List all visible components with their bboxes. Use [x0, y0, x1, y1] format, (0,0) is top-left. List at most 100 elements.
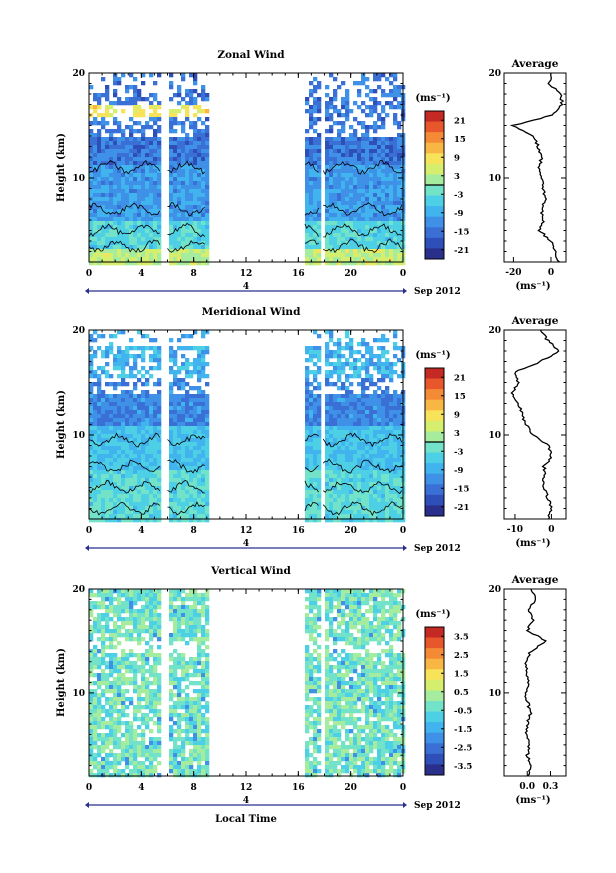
heatmap-cell	[345, 386, 350, 391]
heatmap-cell	[309, 370, 314, 375]
heatmap-cell	[393, 390, 398, 395]
heatmap-cell	[369, 253, 374, 258]
heatmap-cell	[393, 434, 398, 439]
heatmap-cell	[149, 225, 154, 230]
heatmap-cell	[173, 422, 178, 427]
heatmap-cell	[149, 93, 154, 98]
heatmap-cell	[113, 101, 118, 106]
heatmap-cell	[193, 177, 198, 182]
colorbar-band	[425, 410, 444, 422]
heatmap-cell	[157, 221, 162, 226]
heatmap-cell	[393, 213, 398, 218]
heatmap-cell	[105, 701, 110, 706]
heatmap-cell	[357, 185, 362, 190]
heatmap-cell	[193, 97, 198, 102]
heatmap-cell	[309, 506, 314, 511]
heatmap-cell	[113, 362, 118, 367]
heatmap-cell	[337, 442, 342, 447]
heatmap-cell	[185, 261, 190, 266]
heatmap-cell	[129, 125, 134, 130]
heatmap-cell	[101, 462, 106, 467]
heatmap-cell	[305, 430, 310, 435]
heatmap-cell	[121, 741, 126, 746]
heatmap-cell	[157, 249, 162, 254]
heatmap-cell	[305, 374, 310, 379]
heatmap-cell	[193, 418, 198, 423]
heatmap-cell	[105, 426, 110, 431]
heatmap-cell	[309, 213, 314, 218]
heatmap-cell	[361, 233, 366, 238]
heatmap-cell	[357, 221, 362, 226]
heatmap-cell	[337, 518, 342, 523]
heatmap-cell	[345, 113, 350, 118]
heatmap-cell	[357, 490, 362, 495]
contour-line	[88, 501, 160, 516]
heatmap-cell	[93, 486, 98, 491]
heatmap-cell	[309, 221, 314, 226]
heatmap-cell	[197, 185, 202, 190]
heatmap-cell	[389, 418, 394, 423]
heatmap-cell	[185, 518, 190, 523]
heatmap-cell	[341, 478, 346, 483]
heatmap-cell	[193, 89, 198, 94]
heatmap-cell	[129, 629, 134, 634]
heatmap-cell	[129, 609, 134, 614]
heatmap-cell	[101, 466, 106, 471]
heatmap-cell	[377, 358, 382, 363]
heatmap-cell	[201, 330, 206, 335]
heatmap-cell	[337, 109, 342, 114]
heatmap-cell	[125, 757, 130, 762]
heatmap-cell	[313, 189, 318, 194]
heatmap-cell	[109, 414, 114, 419]
heatmap-cell	[193, 145, 198, 150]
contour-line	[88, 202, 161, 216]
heatmap-cell	[97, 490, 102, 495]
heatmap-cell	[157, 261, 162, 266]
heatmap-cell	[121, 466, 126, 471]
heatmap-cell	[181, 430, 186, 435]
heatmap-cell	[197, 390, 202, 395]
heatmap-cell	[129, 486, 134, 491]
heatmap-cell	[173, 442, 178, 447]
heatmap-cell	[121, 442, 126, 447]
heatmap-cell	[361, 73, 366, 78]
heatmap-cell	[129, 442, 134, 447]
heatmap-cell	[357, 442, 362, 447]
heatmap-cell	[193, 466, 198, 471]
heatmap-cell	[305, 474, 310, 479]
heatmap-cell	[373, 402, 378, 407]
heatmap-cell	[177, 518, 182, 523]
heatmap-cell	[89, 362, 94, 367]
heatmap-cell	[397, 233, 402, 238]
heatmap-cell	[113, 229, 118, 234]
heatmap-cell	[181, 434, 186, 439]
heatmap-cell	[309, 354, 314, 359]
heatmap-cell	[89, 661, 94, 666]
heatmap-cell	[333, 394, 338, 399]
heatmap-cell	[325, 350, 330, 355]
heatmap-cell	[129, 153, 134, 158]
heatmap-cell	[89, 510, 94, 515]
heatmap-cell	[309, 157, 314, 162]
heatmap-cell	[153, 169, 158, 174]
heatmap-cell	[177, 414, 182, 419]
heatmap-cell	[109, 713, 114, 718]
heatmap-cell	[341, 121, 346, 126]
colorbar-band	[425, 195, 444, 207]
heatmap-cell	[137, 426, 142, 431]
heatmap-cell	[385, 77, 390, 82]
heatmap-cell	[361, 438, 366, 443]
heatmap-cell	[93, 105, 98, 110]
heatmap-cell	[329, 113, 334, 118]
heatmap-cell	[97, 717, 102, 722]
heatmap-cell	[341, 101, 346, 106]
heatmap-cell	[337, 450, 342, 455]
heatmap-cell	[89, 653, 94, 658]
heatmap-cell	[149, 426, 154, 431]
heatmap-cell	[317, 253, 322, 258]
heatmap-cell	[93, 382, 98, 387]
heatmap-cell	[121, 677, 126, 682]
heatmap-cell	[333, 165, 338, 170]
heatmap-cell	[333, 217, 338, 222]
heatmap-cell	[389, 422, 394, 427]
